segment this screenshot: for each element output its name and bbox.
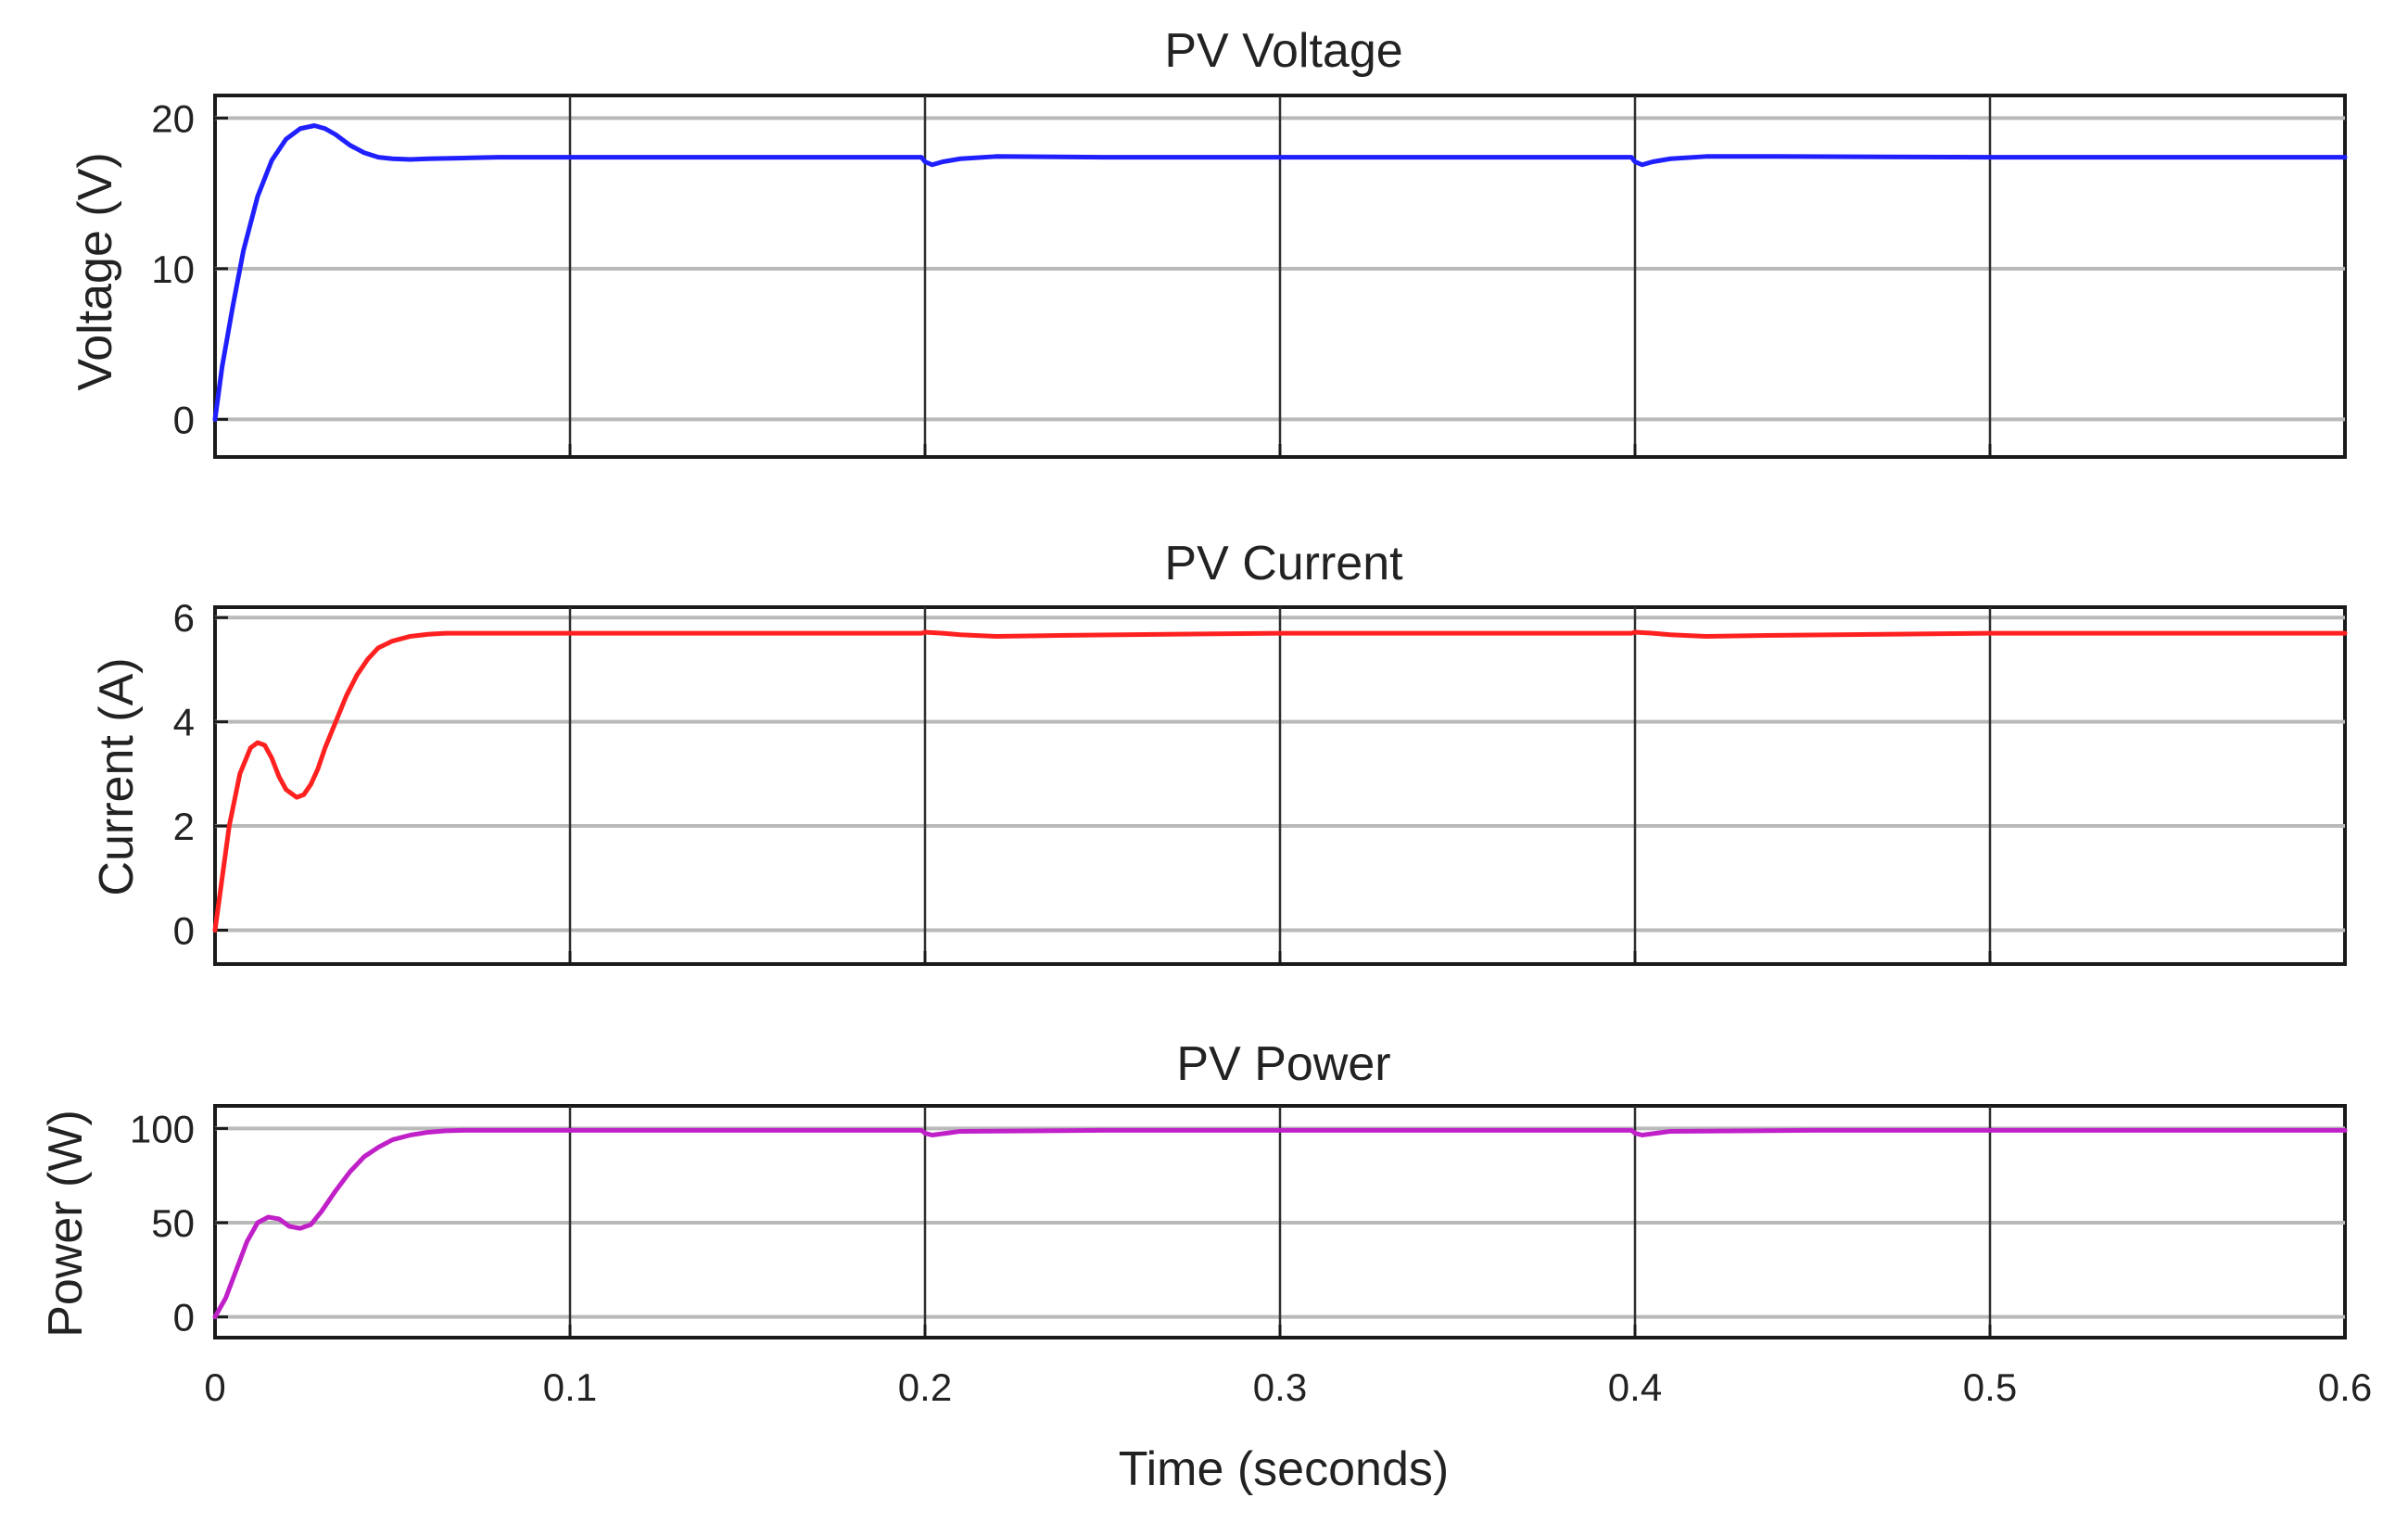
panel-title-current: PV Current <box>1164 537 1403 590</box>
y-tick-label: 0 <box>173 1296 195 1339</box>
x-tick-label: 0.1 <box>543 1365 597 1409</box>
x-tick-label: 0.6 <box>2318 1365 2372 1409</box>
x-axis-label: Time (seconds) <box>1119 1442 1449 1496</box>
series-line-voltage <box>212 123 2348 422</box>
series-group-current <box>212 629 2348 933</box>
y-tick-label: 20 <box>151 96 195 140</box>
panel-pv-voltage: PV Voltage Voltage (V) 0 10 20 <box>69 24 2348 459</box>
series-group-voltage <box>212 123 2348 422</box>
panel-title-voltage: PV Voltage <box>1164 24 1402 78</box>
x-tick-label: 0.4 <box>1608 1365 1662 1409</box>
y-tick-label: 6 <box>173 596 195 640</box>
y-ticks-current: 0 2 4 6 <box>173 596 228 952</box>
y-ticks-power: 0 50 100 <box>130 1107 228 1339</box>
x-grid-power <box>213 1106 2347 1338</box>
x-tick-labels: 0 0.1 0.2 0.3 0.4 0.5 0.6 <box>204 1365 2372 1409</box>
y-tick-label: 2 <box>173 805 195 848</box>
y-axis-label-current: Current (A) <box>90 657 144 895</box>
x-tick-label: 0.2 <box>898 1365 952 1409</box>
y-tick-label: 50 <box>151 1201 195 1245</box>
panel-title-power: PV Power <box>1176 1037 1390 1091</box>
y-axis-label-power: Power (W) <box>39 1110 93 1338</box>
y-axis-label-voltage: Voltage (V) <box>69 152 122 390</box>
y-tick-label: 100 <box>130 1107 195 1150</box>
x-tick-label: 0 <box>204 1365 225 1409</box>
panel-pv-current: PV Current Current (A) 0 2 4 6 <box>90 537 2348 966</box>
y-tick-label: 0 <box>173 398 195 441</box>
y-tick-label: 4 <box>173 701 195 744</box>
x-grid-current <box>213 607 2347 964</box>
x-tick-label: 0.3 <box>1253 1365 1307 1409</box>
y-ticks-voltage: 0 10 20 <box>151 96 228 441</box>
series-line-current <box>212 629 2348 933</box>
y-tick-label: 0 <box>173 908 195 952</box>
series-group-power <box>212 1127 2348 1320</box>
x-tick-label: 0.5 <box>1963 1365 2017 1409</box>
y-tick-label: 10 <box>151 248 195 291</box>
series-line-power <box>212 1127 2348 1320</box>
